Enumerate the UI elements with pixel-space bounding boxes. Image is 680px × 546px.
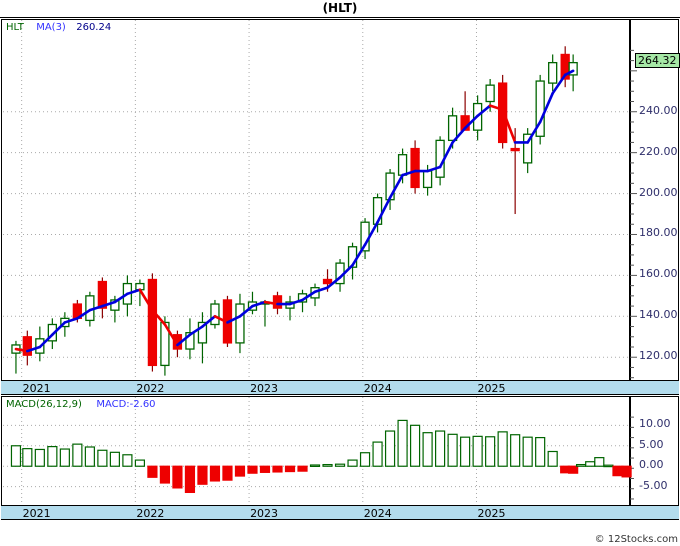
macd-x-year-label: 2024 [363, 507, 392, 520]
macd-x-year-label: 2021 [22, 507, 51, 520]
price-plot [3, 20, 637, 394]
macd-name-label: MACD(26,12,9) [6, 399, 82, 410]
price-y-tick-label: 240.00 [639, 103, 678, 117]
macd-y-tick-label: -5.00 [639, 478, 668, 492]
macd-value-label: MACD:-2.60 [96, 399, 156, 410]
watermark: © 12Stocks.com [594, 534, 678, 545]
price-panel: HLT MA(3) 260.24 [1, 19, 679, 395]
price-x-year-label: 2025 [477, 382, 506, 395]
price-legend: HLT MA(3) 260.24 [6, 22, 111, 33]
macd-x-axis-band: 2021 2022 2023 2024 2025 [1, 505, 679, 520]
price-y-tick-label: 120.00 [639, 349, 678, 363]
macd-x-year-label: 2025 [477, 507, 506, 520]
legend-ma-value: 260.24 [76, 22, 112, 33]
price-x-year-label: 2022 [136, 382, 165, 395]
price-x-year-label: 2023 [250, 382, 279, 395]
current-price-tag: 264.32 [635, 52, 680, 68]
macd-x-year-label: 2022 [136, 507, 165, 520]
macd-legend: MACD(26,12,9) MACD:-2.60 [6, 399, 156, 410]
macd-panel: MACD(26,12,9) MACD:-2.60 [1, 396, 679, 520]
price-y-tick-label: 220.00 [639, 144, 678, 158]
price-y-tick-label: 200.00 [639, 185, 678, 199]
price-x-axis-band: 2021 2022 2023 2024 2025 [1, 380, 679, 395]
price-x-year-label: 2021 [22, 382, 51, 395]
macd-y-tick-label: 5.00 [639, 437, 664, 451]
price-x-year-label: 2024 [363, 382, 392, 395]
macd-y-tick-label: 10.00 [639, 417, 671, 431]
window-titlebar: (HLT) [0, 0, 680, 18]
legend-ma-label: MA(3) [36, 22, 66, 33]
macd-y-tick-label: 0.00 [639, 458, 664, 472]
macd-x-year-label: 2023 [250, 507, 279, 520]
price-y-tick-label: 140.00 [639, 308, 678, 322]
legend-symbol: HLT [6, 22, 24, 33]
page-title: (HLT) [322, 1, 358, 15]
price-y-tick-label: 180.00 [639, 226, 678, 240]
price-y-tick-label: 160.00 [639, 267, 678, 281]
macd-plot [3, 397, 634, 519]
